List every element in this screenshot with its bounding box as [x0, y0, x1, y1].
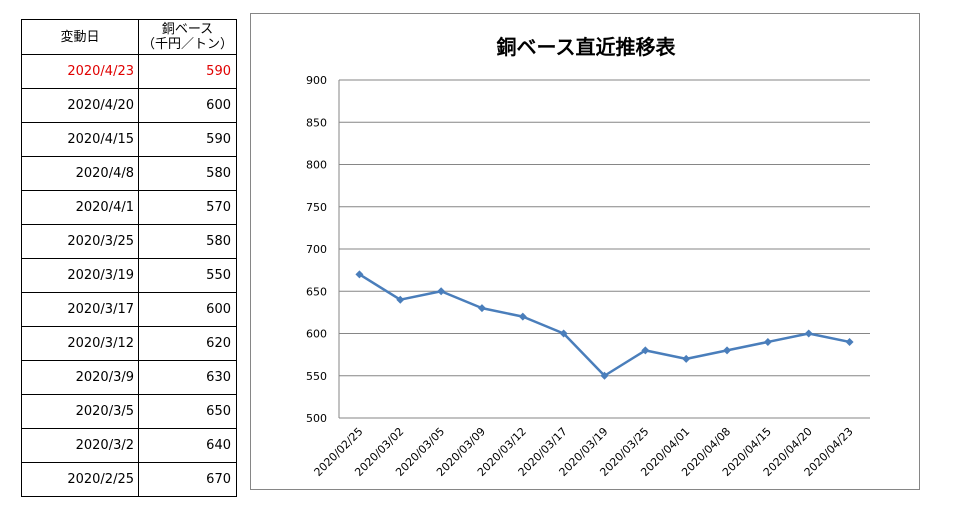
data-point-marker	[763, 337, 772, 346]
row-date: 2020/4/20	[21, 88, 139, 123]
row-price: 570	[138, 190, 237, 225]
row-price: 620	[138, 326, 237, 361]
row-price: 630	[138, 360, 237, 395]
y-tick-label: 800	[306, 159, 327, 172]
table-row: 2020/3/19 550	[21, 258, 237, 293]
row-date: 2020/3/25	[21, 224, 139, 259]
table-row: 2020/3/9 630	[21, 360, 237, 395]
chart-title: 銅ベース直近推移表	[497, 35, 677, 59]
table-row: 2020/3/25 580	[21, 224, 237, 259]
row-date: 2020/3/12	[21, 326, 139, 361]
row-price: 640	[138, 428, 237, 463]
table-row: 2020/3/2 640	[21, 428, 237, 463]
row-date: 2020/3/17	[21, 292, 139, 327]
table-row: 2020/4/15 590	[21, 122, 237, 157]
row-price: 590	[138, 54, 237, 89]
row-price: 590	[138, 122, 237, 157]
chart-area: 銅ベース直近推移表 500 550 600 650 700 750 800 850 900 20…	[250, 13, 920, 490]
table-row: 2020/4/20 600	[21, 88, 237, 123]
data-point-marker	[682, 354, 691, 363]
row-date: 2020/3/9	[21, 360, 139, 395]
y-tick-label: 850	[306, 116, 327, 129]
row-price: 650	[138, 394, 237, 429]
row-price: 670	[138, 462, 237, 497]
row-date: 2020/4/8	[21, 156, 139, 191]
y-tick-label: 650	[306, 285, 327, 298]
row-price: 580	[138, 156, 237, 191]
y-tick-label: 500	[306, 412, 327, 425]
y-axis-tick-labels: 500 550 600 650 700 750 800 850 900	[306, 74, 327, 425]
data-point-marker	[518, 312, 527, 321]
data-point-marker	[437, 287, 446, 296]
y-tick-label: 600	[306, 328, 327, 341]
row-date: 2020/2/25	[21, 462, 139, 497]
table-body: 2020/4/23 590 2020/4/20 600 2020/4/15 590 2020…	[21, 54, 237, 497]
y-tick-label: 900	[306, 74, 327, 87]
row-price: 600	[138, 88, 237, 123]
data-point-marker	[641, 346, 650, 355]
y-tick-label: 550	[306, 370, 327, 383]
data-point-marker	[559, 329, 568, 338]
data-point-marker	[600, 371, 609, 380]
table-row: 2020/3/12 620	[21, 326, 237, 361]
row-date: 2020/4/23	[21, 54, 139, 89]
table-row: 2020/2/25 670	[21, 462, 237, 497]
x-axis-tick-labels: 2020/02/252020/03/022020/03/052020/03/09…	[312, 425, 856, 479]
y-tick-label: 750	[306, 201, 327, 214]
row-date: 2020/3/19	[21, 258, 139, 293]
table-row: 2020/4/1 570	[21, 190, 237, 225]
price-table: 変動日 銅ベース （千円／トン） 2020/4/23 590 2020/4/20 60…	[21, 19, 237, 497]
line-chart: 銅ベース直近推移表 500 550 600 650 700 750 800 850 900 20…	[306, 35, 870, 479]
table-row: 2020/3/17 600	[21, 292, 237, 327]
table-row: 2020/3/5 650	[21, 394, 237, 429]
gridlines	[338, 79, 870, 419]
row-price: 600	[138, 292, 237, 327]
data-point-marker	[355, 270, 364, 279]
data-point-marker	[723, 346, 732, 355]
table-header-row: 変動日 銅ベース （千円／トン）	[21, 19, 237, 55]
row-date: 2020/3/5	[21, 394, 139, 429]
header-date: 変動日	[21, 19, 139, 55]
row-date: 2020/3/2	[21, 428, 139, 463]
row-price: 550	[138, 258, 237, 293]
data-point-marker	[804, 329, 813, 338]
series-line	[358, 273, 850, 377]
data-point-marker	[396, 295, 405, 304]
series-layer	[355, 270, 854, 380]
table-row: 2020/4/23 590	[21, 54, 237, 89]
row-date: 2020/4/1	[21, 190, 139, 225]
row-date: 2020/4/15	[21, 122, 139, 157]
row-price: 580	[138, 224, 237, 259]
header-price: 銅ベース （千円／トン）	[138, 19, 237, 55]
data-point-marker	[477, 304, 486, 313]
y-tick-label: 700	[306, 243, 327, 256]
data-point-marker	[845, 337, 854, 346]
header-price-line2: （千円／トン）	[141, 37, 233, 52]
table-row: 2020/4/8 580	[21, 156, 237, 191]
header-price-line1: 銅ベース	[161, 22, 214, 37]
